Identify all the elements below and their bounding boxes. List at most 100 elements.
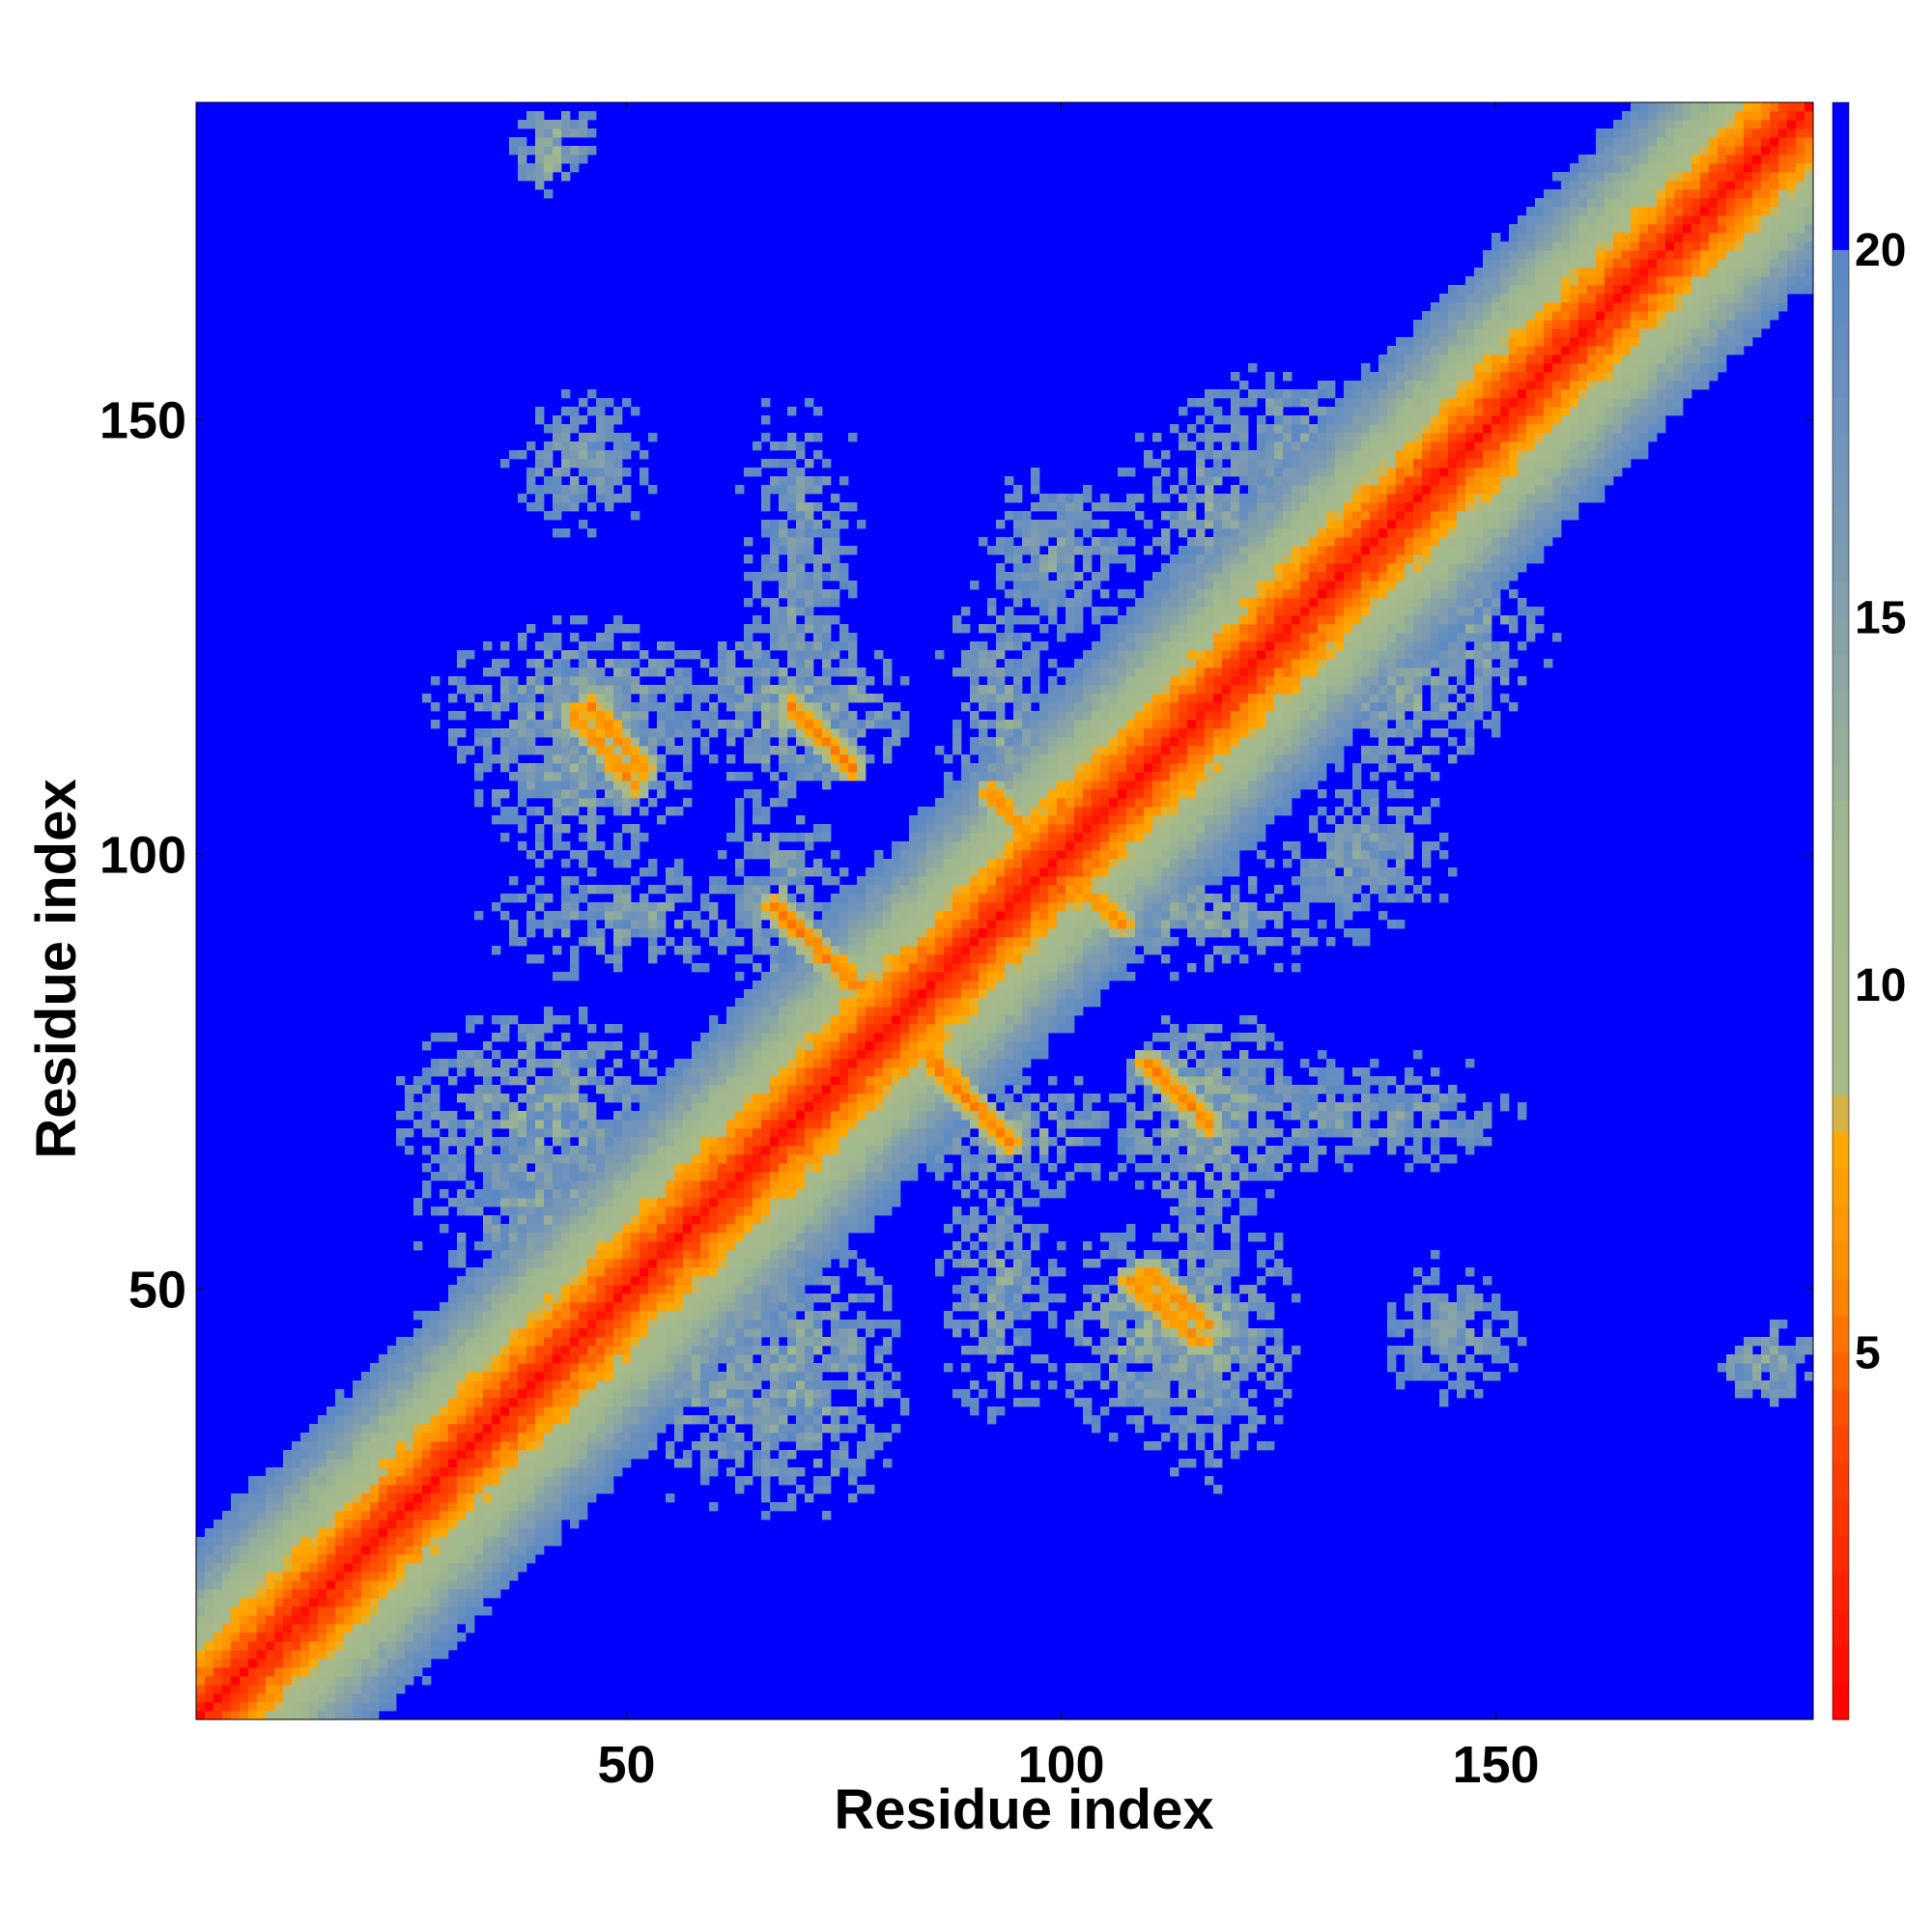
heatmap-cell — [535, 641, 545, 651]
heatmap-cell — [474, 1241, 484, 1251]
heatmap-cell — [770, 867, 780, 877]
heatmap-cell — [857, 1215, 867, 1225]
heatmap-cell — [535, 1424, 545, 1434]
heatmap-cell — [839, 1328, 849, 1338]
heatmap-cell — [648, 1433, 658, 1442]
heatmap-cell — [387, 1554, 397, 1564]
heatmap-cell — [857, 885, 867, 895]
heatmap-cell — [274, 1667, 284, 1677]
heatmap-cell — [805, 989, 814, 999]
heatmap-cell — [726, 1363, 736, 1373]
heatmap-cell — [622, 1154, 632, 1164]
heatmap-cell — [248, 1528, 258, 1538]
heatmap-cell — [466, 1050, 475, 1060]
heatmap-cell — [535, 1137, 545, 1147]
heatmap-cell — [805, 1433, 814, 1442]
heatmap-cell — [292, 1537, 301, 1547]
heatmap-cell — [666, 1180, 675, 1190]
heatmap-cell — [631, 1250, 640, 1260]
heatmap-cell — [761, 1215, 771, 1225]
heatmap-cell — [413, 1633, 423, 1642]
heatmap-cell — [448, 1163, 458, 1173]
heatmap-cell — [579, 815, 588, 825]
heatmap-cell — [683, 1259, 693, 1268]
heatmap-cell — [387, 1589, 397, 1599]
heatmap-cell — [579, 720, 588, 729]
heatmap-cell — [779, 1267, 788, 1277]
heatmap-cell — [483, 1320, 493, 1329]
heatmap-cell — [857, 1354, 867, 1364]
heatmap-cell — [309, 1459, 319, 1468]
heatmap-cell — [387, 1606, 397, 1616]
heatmap-cell — [753, 946, 762, 955]
heatmap-cell — [744, 1024, 753, 1034]
heatmap-cell — [431, 1033, 440, 1042]
heatmap-cell — [744, 1363, 753, 1373]
heatmap-cell — [839, 702, 849, 712]
heatmap-cell — [387, 1650, 397, 1660]
heatmap-cell — [787, 441, 797, 451]
heatmap-cell — [770, 633, 780, 642]
heatmap-cell — [605, 1346, 614, 1355]
heatmap-cell — [744, 1293, 753, 1303]
heatmap-cell — [509, 1354, 519, 1364]
heatmap-cell — [379, 1389, 388, 1399]
heatmap-cell — [205, 1633, 214, 1642]
heatmap-cell — [787, 641, 797, 651]
heatmap-cell — [387, 1659, 397, 1668]
heatmap-cell — [440, 1120, 449, 1129]
heatmap-cell — [770, 1285, 780, 1294]
heatmap-cell — [657, 1172, 667, 1181]
heatmap-cell — [700, 1137, 710, 1147]
heatmap-cell — [753, 841, 762, 851]
heatmap-cell — [570, 1267, 580, 1277]
heatmap-cell — [631, 1128, 640, 1138]
heatmap-cell — [457, 1346, 467, 1355]
heatmap-cell — [753, 1137, 762, 1147]
heatmap-cell — [631, 1224, 640, 1234]
heatmap-cell — [509, 1154, 519, 1164]
heatmap-cell — [761, 815, 771, 825]
heatmap-cell — [779, 789, 788, 799]
heatmap-cell — [692, 1293, 701, 1303]
heatmap-cell — [561, 155, 571, 164]
heatmap-cell — [561, 972, 571, 981]
heatmap-cell — [839, 563, 849, 573]
heatmap-cell — [631, 1450, 640, 1460]
heatmap-cell — [205, 1546, 214, 1555]
heatmap-cell — [248, 1511, 258, 1520]
heatmap-cell — [735, 1067, 745, 1077]
heatmap-cell — [483, 1146, 493, 1155]
heatmap-cell — [587, 1311, 597, 1321]
heatmap-cell — [526, 1476, 536, 1486]
heatmap-cell — [753, 1293, 762, 1303]
heatmap-cell — [822, 1120, 832, 1129]
heatmap-cell — [422, 1546, 432, 1555]
heatmap-cell — [761, 876, 771, 886]
heatmap-cell — [596, 1267, 606, 1277]
heatmap-cell — [666, 1285, 675, 1294]
heatmap-cell — [657, 1241, 667, 1251]
heatmap-cell — [796, 659, 806, 668]
heatmap-cell — [292, 1641, 301, 1651]
heatmap-cell — [500, 1198, 510, 1208]
heatmap-cell — [361, 1659, 371, 1668]
heatmap-cell — [692, 920, 701, 929]
heatmap-cell — [631, 1267, 640, 1277]
heatmap-cell — [787, 563, 797, 573]
heatmap-cell — [848, 1120, 858, 1129]
heatmap-cell — [822, 1154, 832, 1164]
heatmap-cell — [674, 1146, 684, 1155]
heatmap-cell — [700, 1250, 710, 1260]
heatmap-cell — [848, 954, 858, 964]
heatmap-cell — [683, 720, 693, 729]
heatmap-cell — [805, 537, 814, 547]
heatmap-cell — [318, 1450, 327, 1460]
heatmap-cell — [483, 1433, 493, 1442]
heatmap-cell — [666, 685, 675, 695]
heatmap-cell — [518, 1067, 527, 1077]
heatmap-cell — [805, 1076, 814, 1086]
heatmap-cell — [535, 181, 545, 190]
heatmap-cell — [440, 1580, 449, 1590]
heatmap-cell — [674, 1406, 684, 1416]
